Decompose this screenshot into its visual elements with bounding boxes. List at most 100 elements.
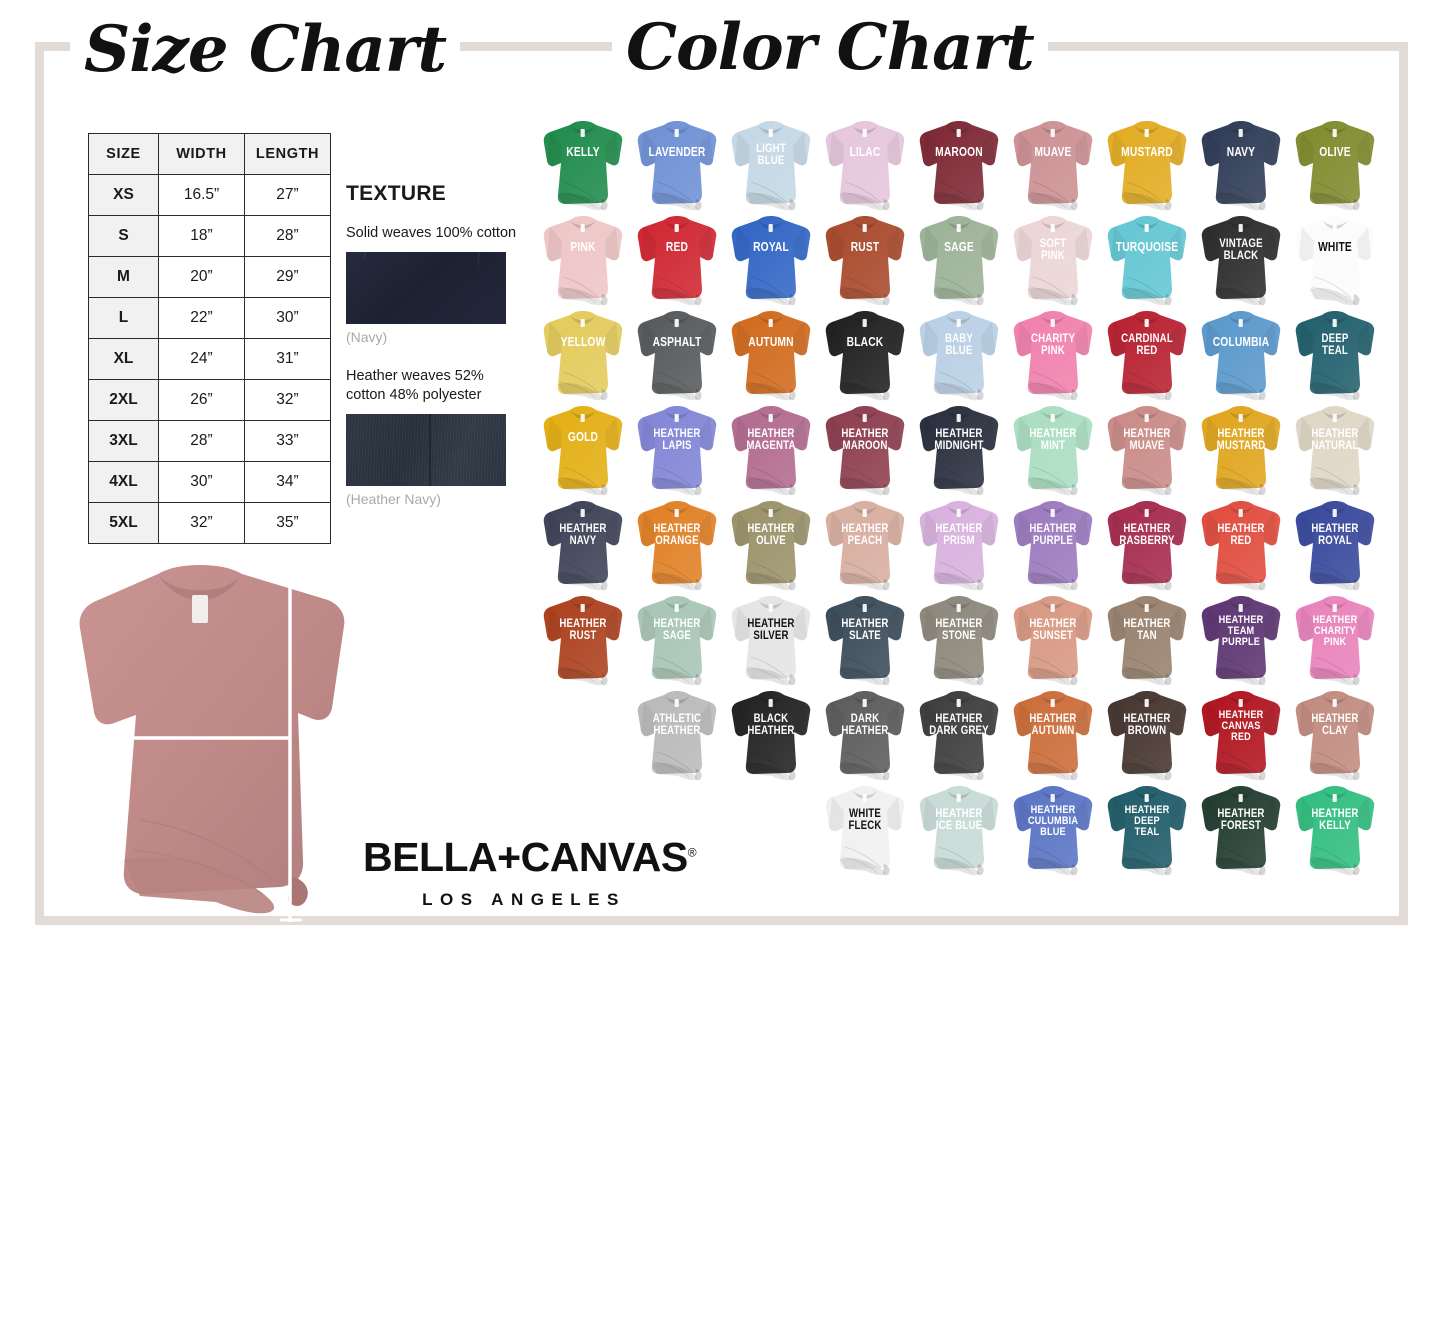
color-swatch-shirt[interactable]: MAROON — [912, 116, 1006, 211]
shirt-collar — [570, 315, 596, 324]
color-swatch-shirt[interactable]: HEATHER MIDNIGHT — [912, 401, 1006, 496]
color-swatch-shirt[interactable]: ASPHALT — [630, 306, 724, 401]
color-swatch-shirt[interactable]: HEATHER OLIVE — [724, 496, 818, 591]
color-swatch-shirt[interactable]: HEATHER MUSTARD — [1194, 401, 1288, 496]
color-swatch-shirt[interactable]: HEATHER ROYAL — [1288, 496, 1382, 591]
shirt-tag — [1050, 319, 1055, 327]
color-swatch-shirt[interactable]: NAVY — [1194, 116, 1288, 211]
color-swatch-shirt[interactable]: HEATHER PURPLE — [1006, 496, 1100, 591]
color-swatch-shirt[interactable]: BABY BLUE — [912, 306, 1006, 401]
color-swatch-shirt[interactable]: YELLOW — [536, 306, 630, 401]
shirt-knot — [1028, 192, 1074, 211]
color-swatch-shirt[interactable]: CARDINAL RED — [1100, 306, 1194, 401]
color-swatch-shirt[interactable]: CHARITY PINK — [1006, 306, 1100, 401]
color-swatch-shirt[interactable]: HEATHER RUST — [536, 591, 630, 686]
color-swatch-shirt[interactable]: GOLD — [536, 401, 630, 496]
shirt-tag — [580, 414, 585, 422]
shirt-graphic — [919, 121, 999, 211]
color-swatch-shirt[interactable]: HEATHER ORANGE — [630, 496, 724, 591]
color-swatch-shirt[interactable]: HEATHER BROWN — [1100, 686, 1194, 781]
color-swatch-shirt[interactable]: HEATHER FOREST — [1194, 781, 1288, 876]
color-swatch-shirt[interactable]: HEATHER DEEP TEAL — [1100, 781, 1194, 876]
color-swatch-shirt[interactable]: HEATHER MINT — [1006, 401, 1100, 496]
color-swatch-shirt[interactable]: HEATHER SAGE — [630, 591, 724, 686]
color-swatch-shirt[interactable]: HEATHER PRISM — [912, 496, 1006, 591]
color-swatch-shirt[interactable]: RED — [630, 211, 724, 306]
color-swatch-shirt[interactable]: HEATHER TEAM PURPLE — [1194, 591, 1288, 686]
shirt-knot-tail — [1165, 579, 1172, 591]
shirt-graphic — [637, 121, 717, 211]
fold-line — [747, 381, 785, 399]
color-swatch-shirt[interactable]: ATHLETIC HEATHER — [630, 686, 724, 781]
color-swatch-shirt[interactable]: HEATHER NATURAL — [1288, 401, 1382, 496]
color-swatch-shirt[interactable]: HEATHER MAGENTA — [724, 401, 818, 496]
color-swatch-shirt[interactable]: HEATHER AUTUMN — [1006, 686, 1100, 781]
fold-line — [1217, 381, 1255, 399]
color-swatch-shirt[interactable]: HEATHER SUNSET — [1006, 591, 1100, 686]
color-swatch-shirt[interactable]: HEATHER MAROON — [818, 401, 912, 496]
color-swatch-shirt[interactable]: DEEP TEAL — [1288, 306, 1382, 401]
color-swatch-shirt[interactable]: BLACK HEATHER — [724, 686, 818, 781]
shirt-knot — [558, 572, 604, 591]
heather-weave-caption: (Heather Navy) — [346, 490, 441, 507]
color-swatch-shirt[interactable]: HEATHER SLATE — [818, 591, 912, 686]
color-swatch-shirt[interactable]: BLACK — [818, 306, 912, 401]
color-swatch-shirt[interactable]: DARK HEATHER — [818, 686, 912, 781]
sleeve-shade-left — [1299, 322, 1314, 357]
color-swatch-shirt[interactable]: PINK — [536, 211, 630, 306]
color-swatch-shirt[interactable]: KELLY — [536, 116, 630, 211]
color-swatch-shirt[interactable]: COLUMBIA — [1194, 306, 1288, 401]
sleeve-shade-left — [641, 607, 656, 642]
color-swatch-shirt[interactable]: HEATHER PEACH — [818, 496, 912, 591]
color-swatch-shirt[interactable]: HEATHER SILVER — [724, 591, 818, 686]
color-swatch-shirt[interactable]: VINTAGE BLACK — [1194, 211, 1288, 306]
shirt-body — [637, 501, 717, 584]
color-swatch-shirt[interactable]: LIGHT BLUE — [724, 116, 818, 211]
shirt-graphic — [637, 216, 717, 306]
color-swatch-shirt[interactable]: LILAC — [818, 116, 912, 211]
shirt-knot — [1310, 762, 1356, 781]
color-swatch-shirt[interactable]: HEATHER ICE BLUE — [912, 781, 1006, 876]
shirt-tag — [674, 604, 679, 612]
color-swatch-shirt[interactable]: ROYAL — [724, 211, 818, 306]
fold-line — [1220, 466, 1258, 489]
sleeve-shade-right — [981, 607, 995, 641]
color-swatch-shirt[interactable]: WHITE — [1288, 211, 1382, 306]
shirt-knot-tail — [977, 579, 984, 591]
color-swatch-shirt[interactable]: HEATHER NAVY — [536, 496, 630, 591]
cell-length: 33” — [244, 420, 331, 462]
color-swatch-shirt[interactable]: HEATHER CLAY — [1288, 686, 1382, 781]
color-swatch-shirt[interactable]: MUSTARD — [1100, 116, 1194, 211]
color-swatch-shirt[interactable]: HEATHER RASBERRY — [1100, 496, 1194, 591]
fold-line — [844, 466, 882, 489]
color-swatch-shirt[interactable]: HEATHER KELLY — [1288, 781, 1382, 876]
color-swatch-shirt[interactable]: HEATHER CANVAS RED — [1194, 686, 1288, 781]
color-swatch-shirt[interactable]: HEATHER CHARITY PINK — [1288, 591, 1382, 686]
color-swatch-shirt[interactable]: HEATHER LAPIS — [630, 401, 724, 496]
color-swatch-shirt[interactable]: HEATHER RED — [1194, 496, 1288, 591]
shirt-collar — [758, 315, 784, 324]
shirt-graphic — [1107, 501, 1187, 591]
color-swatch-shirt[interactable]: WHITE FLECK — [818, 781, 912, 876]
color-swatch-shirt[interactable]: HEATHER DARK GREY — [912, 686, 1006, 781]
fold-line — [1311, 476, 1349, 494]
color-swatch-shirt[interactable]: OLIVE — [1288, 116, 1382, 211]
sleeve-shade-right — [605, 322, 619, 356]
color-swatch-shirt[interactable]: HEATHER STONE — [912, 591, 1006, 686]
color-swatch-shirt[interactable]: SOFT PINK — [1006, 211, 1100, 306]
fold-line — [1220, 181, 1258, 204]
color-swatch-shirt[interactable]: AUTUMN — [724, 306, 818, 401]
color-swatch-shirt[interactable]: RUST — [818, 211, 912, 306]
color-swatch-shirt[interactable]: HEATHER MUAVE — [1100, 401, 1194, 496]
color-swatch-shirt[interactable]: LAVENDER — [630, 116, 724, 211]
shirt-graphic — [1201, 406, 1281, 496]
color-swatch-shirt[interactable]: HEATHER CULUMBIA BLUE — [1006, 781, 1100, 876]
shirt-tag — [1332, 224, 1337, 232]
shirt-tag — [1050, 604, 1055, 612]
color-swatch-shirt[interactable]: HEATHER TAN — [1100, 591, 1194, 686]
color-swatch-shirt[interactable]: SAGE — [912, 211, 1006, 306]
heather-weave-swatch — [346, 413, 506, 486]
color-swatch-shirt[interactable]: TURQUOISE — [1100, 211, 1194, 306]
shirt-tag — [1144, 509, 1149, 517]
color-swatch-shirt[interactable]: MUAVE — [1006, 116, 1100, 211]
